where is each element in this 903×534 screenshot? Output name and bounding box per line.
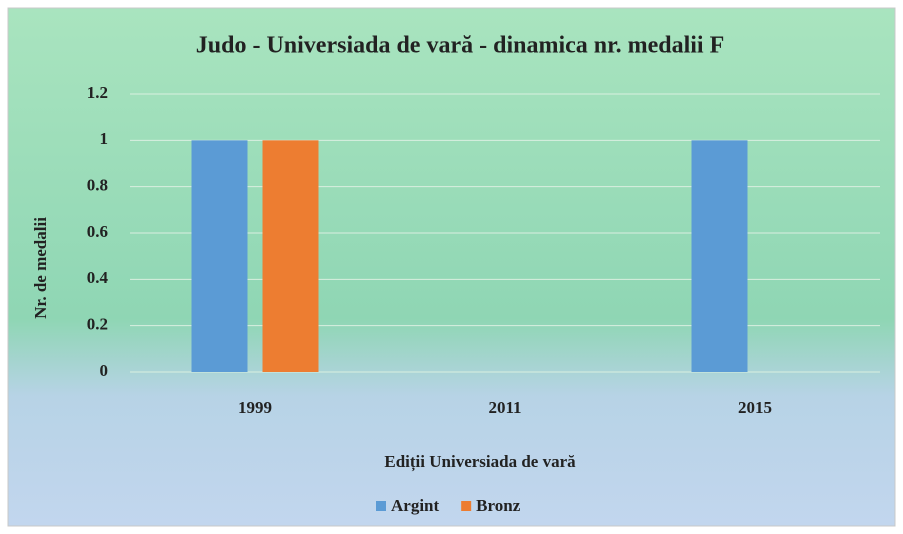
legend-swatch [376,501,386,511]
y-tick-label: 1 [100,129,109,148]
legend-swatch [461,501,472,511]
chart-background [7,7,896,527]
legend-label: Argint [391,496,440,515]
y-tick-label: 0.4 [87,268,109,287]
x-tick-label: 1999 [238,398,272,417]
x-tick-label: 2011 [488,398,521,417]
y-tick-label: 0.2 [87,315,108,334]
x-tick-label: 2015 [738,398,772,417]
bar [191,140,248,372]
x-axis-label: Ediții Universiada de vară [384,452,576,472]
y-tick-label: 0 [100,361,109,380]
legend-label: Bronz [476,496,521,515]
y-tick-label: 1.2 [87,83,108,102]
bar [691,140,748,372]
y-axis-label: Nr. de medalii [31,217,50,319]
chart-title: Judo - Universiada de vară - dinamica nr… [196,33,724,59]
y-tick-label: 0.6 [87,222,108,241]
bar [262,140,319,372]
y-tick-label: 0.8 [87,176,108,195]
